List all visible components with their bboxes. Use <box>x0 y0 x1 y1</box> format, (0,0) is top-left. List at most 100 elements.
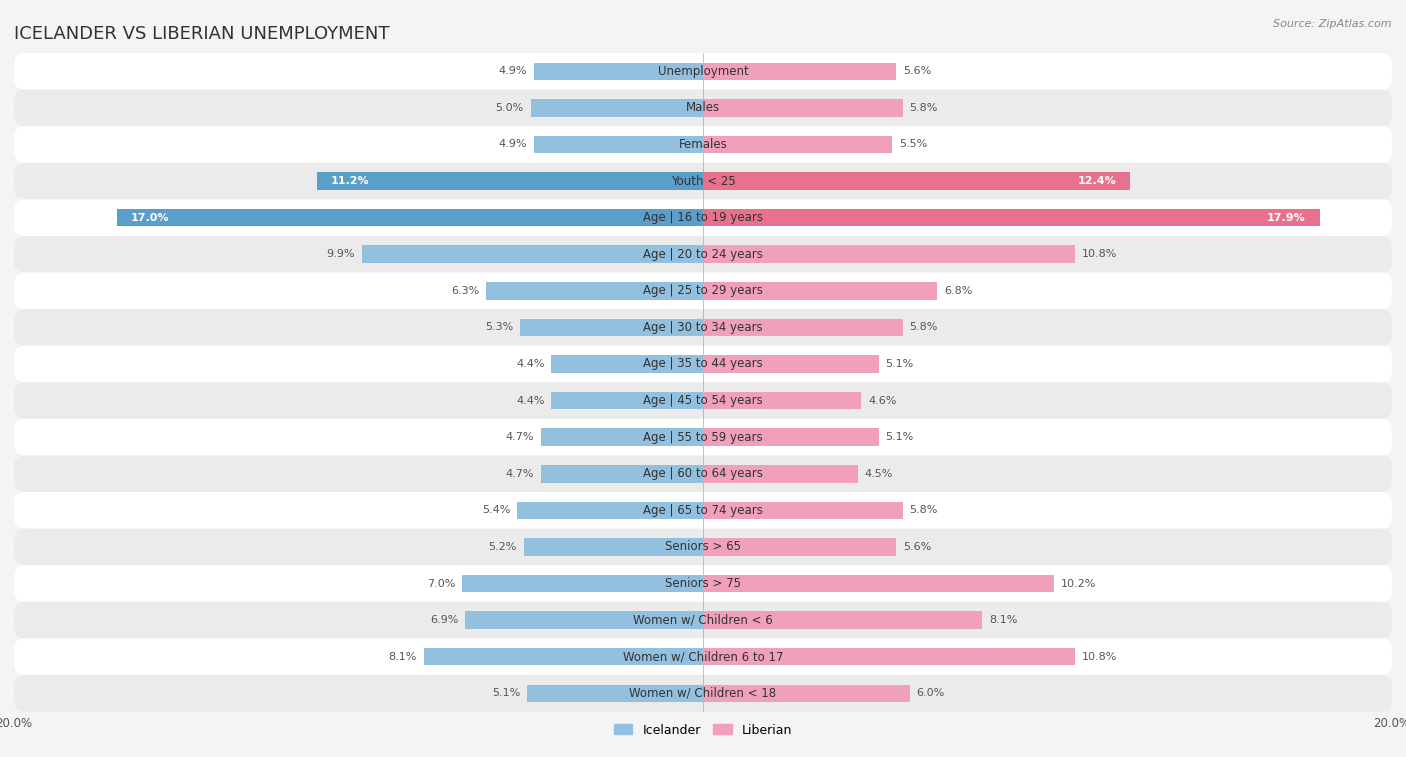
Text: 5.8%: 5.8% <box>910 506 938 516</box>
Text: 7.0%: 7.0% <box>426 578 456 588</box>
Bar <box>703 684 910 702</box>
Text: 5.4%: 5.4% <box>482 506 510 516</box>
Text: 5.2%: 5.2% <box>489 542 517 552</box>
Text: 4.7%: 4.7% <box>506 432 534 442</box>
Text: Age | 60 to 64 years: Age | 60 to 64 years <box>643 467 763 480</box>
FancyBboxPatch shape <box>14 89 1392 126</box>
Text: 5.1%: 5.1% <box>492 688 520 698</box>
FancyBboxPatch shape <box>14 602 1392 638</box>
Text: 4.6%: 4.6% <box>869 396 897 406</box>
Bar <box>703 612 981 629</box>
Text: 4.4%: 4.4% <box>516 359 544 369</box>
Bar <box>703 99 903 117</box>
Text: Age | 55 to 59 years: Age | 55 to 59 years <box>643 431 763 444</box>
Text: Source: ZipAtlas.com: Source: ZipAtlas.com <box>1274 19 1392 29</box>
Text: 4.9%: 4.9% <box>499 139 527 149</box>
FancyBboxPatch shape <box>14 565 1392 602</box>
Bar <box>531 99 703 117</box>
Bar <box>703 173 1130 190</box>
FancyBboxPatch shape <box>14 53 1392 89</box>
Text: Age | 45 to 54 years: Age | 45 to 54 years <box>643 394 763 407</box>
Bar <box>703 355 879 372</box>
Text: Youth < 25: Youth < 25 <box>671 175 735 188</box>
Text: 12.4%: 12.4% <box>1077 176 1116 186</box>
FancyBboxPatch shape <box>14 163 1392 199</box>
FancyBboxPatch shape <box>14 309 1392 346</box>
Bar <box>703 428 879 446</box>
Text: Women w/ Children < 6: Women w/ Children < 6 <box>633 614 773 627</box>
FancyBboxPatch shape <box>14 346 1392 382</box>
Text: Seniors > 65: Seniors > 65 <box>665 540 741 553</box>
Bar <box>703 319 903 336</box>
Bar <box>703 538 896 556</box>
Text: 5.5%: 5.5% <box>900 139 928 149</box>
Text: 4.9%: 4.9% <box>499 67 527 76</box>
Bar <box>703 648 1076 665</box>
Text: 6.8%: 6.8% <box>945 286 973 296</box>
Text: Women w/ Children < 18: Women w/ Children < 18 <box>630 687 776 699</box>
Bar <box>703 245 1076 263</box>
Bar <box>465 612 703 629</box>
Bar <box>318 173 703 190</box>
Text: 5.6%: 5.6% <box>903 542 931 552</box>
Bar <box>703 465 858 482</box>
Text: Seniors > 75: Seniors > 75 <box>665 577 741 590</box>
Text: 5.6%: 5.6% <box>903 67 931 76</box>
FancyBboxPatch shape <box>14 528 1392 565</box>
Text: 11.2%: 11.2% <box>330 176 370 186</box>
FancyBboxPatch shape <box>14 273 1392 309</box>
Text: 6.0%: 6.0% <box>917 688 945 698</box>
Text: Age | 30 to 34 years: Age | 30 to 34 years <box>643 321 763 334</box>
FancyBboxPatch shape <box>14 492 1392 528</box>
Text: Age | 65 to 74 years: Age | 65 to 74 years <box>643 504 763 517</box>
Bar <box>703 575 1054 592</box>
Bar <box>703 136 893 153</box>
Text: Age | 25 to 29 years: Age | 25 to 29 years <box>643 285 763 298</box>
Text: 5.8%: 5.8% <box>910 322 938 332</box>
Text: 10.8%: 10.8% <box>1083 249 1118 259</box>
FancyBboxPatch shape <box>14 126 1392 163</box>
Text: 5.1%: 5.1% <box>886 432 914 442</box>
Bar <box>541 465 703 482</box>
Bar <box>551 392 703 410</box>
Text: 6.9%: 6.9% <box>430 615 458 625</box>
Text: Females: Females <box>679 138 727 151</box>
Bar <box>117 209 703 226</box>
Text: 5.1%: 5.1% <box>886 359 914 369</box>
Bar <box>703 63 896 80</box>
Bar <box>361 245 703 263</box>
Bar <box>534 136 703 153</box>
Text: 17.0%: 17.0% <box>131 213 170 223</box>
Text: 5.3%: 5.3% <box>485 322 513 332</box>
FancyBboxPatch shape <box>14 382 1392 419</box>
Text: 8.1%: 8.1% <box>988 615 1018 625</box>
Bar <box>551 355 703 372</box>
Text: 17.9%: 17.9% <box>1267 213 1306 223</box>
Text: Males: Males <box>686 101 720 114</box>
Text: Age | 20 to 24 years: Age | 20 to 24 years <box>643 248 763 260</box>
Bar <box>703 392 862 410</box>
Text: 9.9%: 9.9% <box>326 249 356 259</box>
Text: Age | 35 to 44 years: Age | 35 to 44 years <box>643 357 763 370</box>
Text: 4.4%: 4.4% <box>516 396 544 406</box>
FancyBboxPatch shape <box>14 199 1392 236</box>
FancyBboxPatch shape <box>14 638 1392 675</box>
Bar <box>524 538 703 556</box>
FancyBboxPatch shape <box>14 236 1392 273</box>
Bar <box>461 575 703 592</box>
Text: 10.2%: 10.2% <box>1062 578 1097 588</box>
FancyBboxPatch shape <box>14 675 1392 712</box>
Bar <box>527 684 703 702</box>
Text: 4.5%: 4.5% <box>865 469 893 478</box>
Bar <box>703 502 903 519</box>
FancyBboxPatch shape <box>14 419 1392 456</box>
Text: 5.0%: 5.0% <box>496 103 524 113</box>
Text: Unemployment: Unemployment <box>658 65 748 78</box>
Bar <box>703 282 938 300</box>
Bar <box>517 502 703 519</box>
Text: Age | 16 to 19 years: Age | 16 to 19 years <box>643 211 763 224</box>
Text: 8.1%: 8.1% <box>388 652 418 662</box>
Text: Women w/ Children 6 to 17: Women w/ Children 6 to 17 <box>623 650 783 663</box>
Bar <box>520 319 703 336</box>
Bar <box>541 428 703 446</box>
